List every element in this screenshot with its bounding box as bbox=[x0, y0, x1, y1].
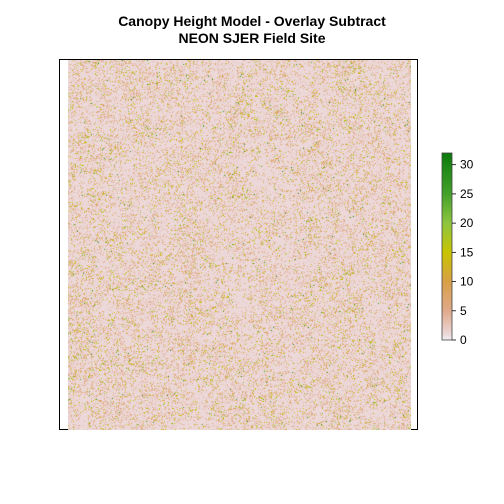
legend-tick-label: 25 bbox=[460, 187, 474, 201]
chart-subtitle: NEON SJER Field Site bbox=[178, 30, 326, 46]
color-legend: 0 5 10 15 20 25 30 bbox=[441, 152, 474, 347]
legend-tick-label: 10 bbox=[460, 275, 474, 289]
legend-color-bar bbox=[441, 152, 453, 341]
legend-ticks: 0 5 10 15 20 25 30 bbox=[452, 158, 474, 347]
legend-tick-label: 30 bbox=[460, 158, 474, 172]
legend-tick-label: 20 bbox=[460, 216, 474, 230]
canopy-height-raster bbox=[68, 60, 411, 430]
legend-tick-label: 5 bbox=[460, 304, 467, 318]
legend-tick-label: 15 bbox=[460, 245, 474, 259]
legend-tick-label: 0 bbox=[460, 333, 467, 347]
chart-title: Canopy Height Model - Overlay Subtract bbox=[118, 13, 386, 29]
